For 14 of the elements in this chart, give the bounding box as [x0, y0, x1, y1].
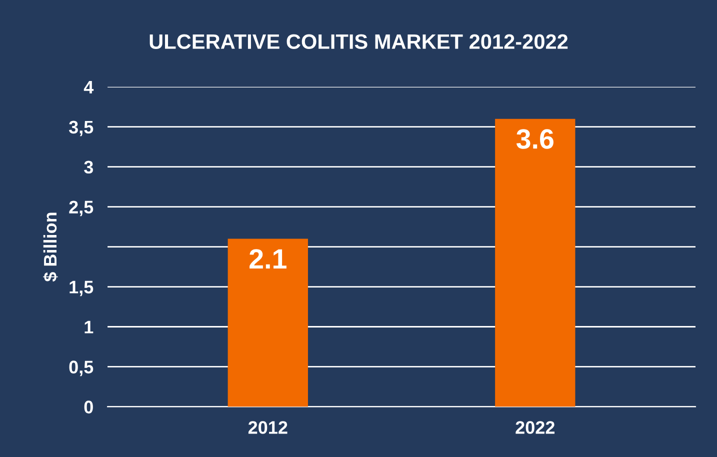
- data-label: 3.6: [516, 129, 554, 149]
- x-tick-label: 2022: [516, 421, 555, 434]
- x-tick-label: 2012: [248, 421, 288, 434]
- y-tick-label: 4: [84, 80, 94, 94]
- chart-title: ULCERATIVE COLITIS MARKET 2012-2022: [150, 34, 568, 50]
- data-label: 2.1: [250, 249, 286, 269]
- y-tick-label: 3,5: [68, 120, 94, 136]
- y-tick-label: 0,5: [69, 360, 94, 376]
- y-tick-label: 1,5: [70, 280, 94, 296]
- y-tick-label: 1: [84, 320, 94, 334]
- y-tick-label: 0: [84, 400, 93, 414]
- y-tick-label: 3: [84, 160, 94, 174]
- y-axis-title: $ Billion: [43, 212, 58, 282]
- y-tick-label: 2,5: [69, 200, 94, 216]
